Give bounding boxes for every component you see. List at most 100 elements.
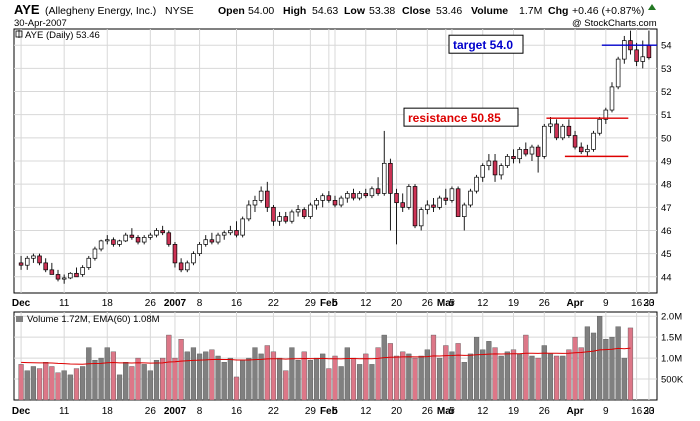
candle — [455, 186, 461, 217]
volume-bar — [578, 347, 584, 401]
x-tick-label: Feb — [320, 406, 338, 417]
candle — [609, 82, 615, 113]
target-label: target 54.0 — [453, 38, 513, 52]
x-tick-label: 29 — [305, 298, 317, 309]
x-tick-label: 30 — [643, 406, 655, 417]
x-tick-label: 16 — [631, 406, 643, 417]
candle — [517, 147, 522, 164]
x-tick-label: 22 — [268, 406, 280, 417]
x-tick-label: 18 — [102, 298, 114, 309]
volume-bar — [55, 372, 61, 401]
volume-bar — [572, 336, 578, 401]
volume-bar — [547, 353, 554, 401]
volume-bar — [30, 366, 36, 401]
candle — [209, 232, 215, 245]
volume-bar — [233, 376, 240, 401]
volume-bar — [480, 349, 486, 401]
candle — [542, 123, 547, 159]
candle — [49, 262, 55, 275]
candle — [437, 195, 442, 210]
volume-bar — [36, 368, 43, 401]
candle — [203, 235, 208, 247]
candle — [234, 221, 239, 238]
candle — [492, 154, 498, 182]
candle — [523, 142, 529, 157]
candle — [154, 228, 159, 238]
candle — [338, 195, 344, 208]
volume-bar — [184, 351, 190, 401]
x-tick-label: Dec — [12, 406, 31, 417]
candle — [221, 230, 227, 240]
x-tick-label: Apr — [566, 406, 583, 417]
candle — [603, 107, 609, 124]
y-tick-label: 50 — [661, 133, 672, 144]
x-tick-label: 12 — [477, 406, 489, 417]
candle — [554, 119, 559, 141]
volume-bar — [190, 347, 197, 401]
volume-bar — [104, 347, 110, 401]
candle — [37, 253, 42, 266]
y-tick-label: 46 — [661, 226, 672, 237]
candle — [406, 184, 412, 210]
x-tick-label: 26 — [539, 298, 551, 309]
volume-bar — [246, 357, 252, 401]
volume-bar — [350, 357, 357, 401]
resistance-label: resistance 50.85 — [408, 111, 501, 125]
candle — [394, 188, 399, 245]
volume-bar — [24, 370, 30, 401]
candle — [191, 251, 196, 266]
volume-bar — [67, 374, 73, 401]
volume-bar — [178, 339, 184, 401]
candle — [24, 255, 30, 270]
x-tick-label: 20 — [391, 298, 403, 309]
volume-bar — [283, 370, 289, 401]
candle — [369, 186, 375, 199]
candle — [160, 225, 165, 236]
volume-bar — [584, 326, 590, 401]
x-tick-label: 22 — [268, 298, 280, 309]
candle — [111, 237, 116, 247]
price-axis: 44 45 46 47 48 49 50 51 52 53 54 — [661, 41, 672, 284]
volume-bar — [160, 357, 166, 401]
x-tick-label: 26 — [145, 406, 157, 417]
price-grid — [14, 29, 657, 293]
volume-bar — [486, 341, 492, 401]
candle — [246, 200, 252, 222]
y-tick-label: 49 — [661, 157, 672, 168]
volume-bar — [369, 364, 375, 401]
volume-bar — [49, 366, 55, 401]
x-tick-label: 23 — [643, 406, 655, 417]
volume-bar — [357, 364, 363, 401]
open-label: Open — [218, 5, 245, 17]
volume-bar — [437, 357, 443, 401]
candle — [289, 209, 295, 224]
vol-tick-label: 500K — [661, 375, 684, 386]
volume-bar — [412, 357, 418, 401]
volume-bar — [307, 359, 313, 401]
volume-bar — [443, 345, 449, 401]
candle — [634, 42, 639, 67]
volume-bar — [400, 351, 406, 401]
volume-bar — [203, 351, 209, 401]
candle — [566, 119, 572, 138]
volume-value: 1.7M — [519, 5, 542, 17]
candle — [578, 142, 584, 155]
chg-value: +0.46 (+0.87%) — [572, 5, 644, 17]
target-label-box — [448, 34, 524, 54]
volume-bar — [504, 351, 510, 401]
volume-bar — [221, 362, 227, 401]
close-value: 53.46 — [436, 5, 462, 17]
candle — [585, 144, 590, 157]
candle — [615, 56, 621, 90]
candle — [462, 202, 467, 231]
x-tick-label: Apr — [566, 298, 583, 309]
low-value: 53.38 — [369, 5, 395, 17]
candle — [277, 211, 282, 226]
candle — [425, 200, 430, 215]
volume-bar — [393, 355, 400, 401]
volume-bar — [209, 349, 215, 401]
candle — [265, 181, 270, 212]
volume-bar — [449, 351, 455, 401]
